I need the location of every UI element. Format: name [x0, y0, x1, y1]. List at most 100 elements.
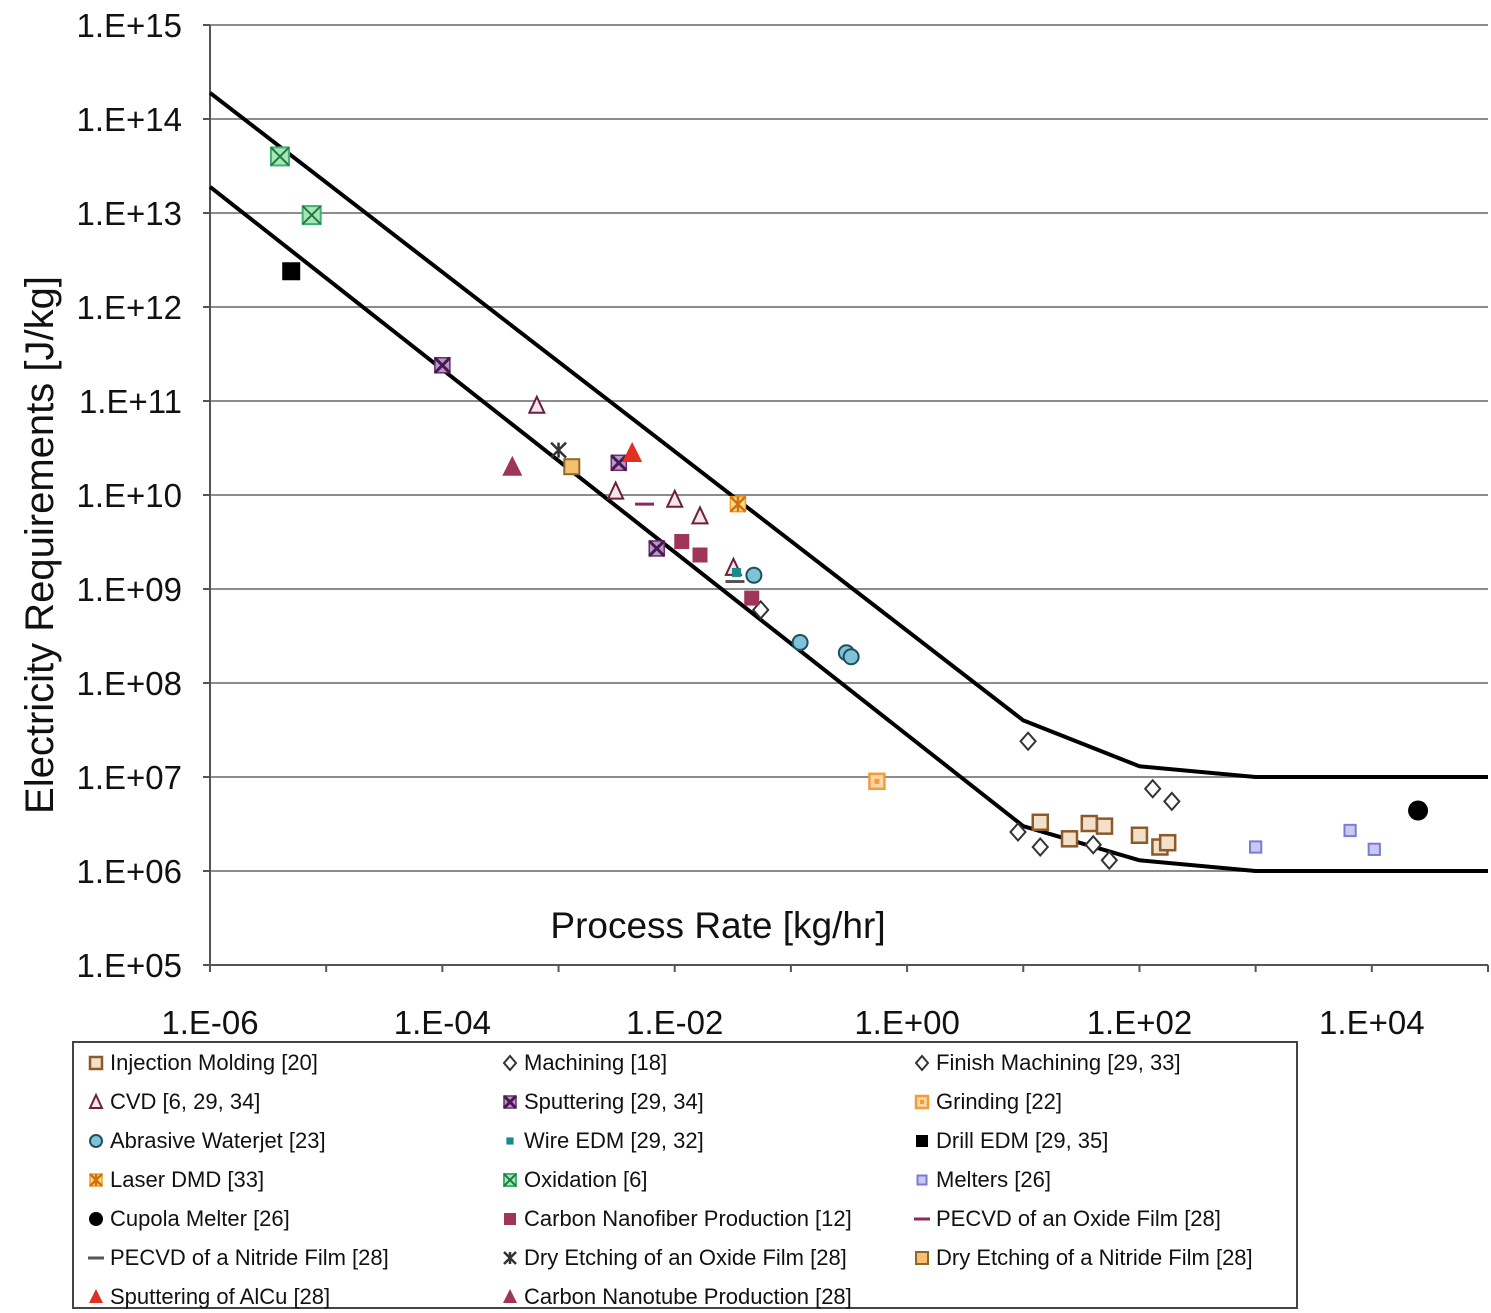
legend-marker — [89, 1212, 103, 1226]
legend-item: Drill EDM [29, 35] — [912, 1125, 1108, 1157]
legend-label: Drill EDM [29, 35] — [936, 1128, 1109, 1153]
legend-item: Wire EDM [29, 32] — [500, 1125, 704, 1157]
legend-item: Grinding [22] — [912, 1086, 1062, 1118]
y-tick-label: 1.E+08 — [76, 665, 182, 702]
legend-swatch — [503, 1251, 517, 1265]
x-tick-label: 1.E+04 — [1319, 1004, 1425, 1040]
data-point — [791, 633, 809, 651]
legend-swatch — [914, 1094, 930, 1110]
legend-label: Laser DMD [33] — [110, 1167, 265, 1192]
legend-item: Dry Etching of an Oxide Film [28] — [500, 1242, 847, 1274]
y-tick-label: 1.E+06 — [76, 853, 182, 890]
legend-label: CVD [6, 29, 34] — [110, 1089, 261, 1114]
legend-marker — [503, 1251, 517, 1265]
legend-item: Oxidation [6] — [500, 1164, 648, 1196]
data-point — [1080, 814, 1099, 833]
data-point — [1100, 850, 1119, 871]
y-tick-label: 1.E+11 — [79, 383, 182, 420]
legend-label: Machining [18] — [524, 1050, 668, 1075]
data-point — [690, 504, 710, 525]
legend-label: Grinding [22] — [936, 1089, 1062, 1114]
data-point — [1367, 842, 1381, 856]
legend-label: Carbon Nanotube Production [28] — [524, 1284, 852, 1309]
legend-marker — [88, 1092, 104, 1109]
data-point — [1408, 800, 1429, 821]
legend-item: Cupola Melter [26] — [86, 1203, 290, 1235]
legend-swatch — [503, 1289, 517, 1303]
legend-label: Sputtering [29, 34] — [524, 1089, 704, 1114]
data-point — [1031, 836, 1050, 858]
data-point — [842, 648, 860, 666]
x-tick-label: 1.E-02 — [626, 1004, 723, 1040]
lower-boundary-line — [208, 185, 1488, 873]
legend-swatch — [914, 1054, 930, 1072]
legend-label: Carbon Nanofiber Production [12] — [524, 1206, 852, 1231]
legend-marker — [914, 1217, 930, 1221]
legend-swatch — [502, 1094, 518, 1110]
data-point — [674, 534, 690, 550]
data-point — [606, 480, 625, 500]
legend-label: Dry Etching of an Oxide Film [28] — [524, 1245, 847, 1270]
data-point — [1084, 834, 1103, 855]
data-point — [550, 441, 567, 459]
data-point — [1095, 817, 1114, 835]
legend-marker — [914, 1054, 930, 1072]
legend-marker — [89, 1289, 103, 1303]
data-point — [527, 394, 546, 414]
data-points — [269, 146, 1429, 871]
legend-label: Sputtering of AlCu [28] — [110, 1284, 331, 1309]
legend-label: Finish Machining [29, 33] — [936, 1050, 1181, 1075]
legend-swatch — [506, 1137, 514, 1145]
legend-swatch — [916, 1135, 928, 1147]
legend-swatch — [89, 1134, 103, 1148]
legend-item: Sputtering of AlCu [28] — [86, 1281, 330, 1313]
y-tick-labels: 1.E+05 1.E+06 1.E+07 1.E+08 1.E+09 1.E+10 1.E+… — [76, 7, 182, 984]
legend-item: Finish Machining [29, 33] — [912, 1047, 1181, 1079]
legend-item: PECVD of a Nitride Film [28] — [86, 1242, 389, 1274]
upper-boundary-line — [208, 91, 1488, 779]
legend-label: Abrasive Waterjet [23] — [110, 1128, 326, 1153]
y-tick-label: 1.E+13 — [76, 195, 182, 232]
legend-label: PECVD of a Nitride Film [28] — [110, 1245, 389, 1270]
data-point — [744, 590, 760, 606]
data-point — [1060, 830, 1079, 848]
legend: Injection Molding [20] Machining [18] Fini… — [72, 1041, 1298, 1309]
x-tick-labels: 1.E-06 1.E-04 1.E-02 1.E+00 1.E+02 1.E+04 — [161, 1004, 1424, 1040]
data-point — [1249, 840, 1263, 854]
legend-swatch — [89, 1212, 103, 1226]
y-tick-label: 1.E+12 — [76, 289, 182, 326]
data-point — [1143, 778, 1162, 799]
data-point — [729, 495, 747, 513]
data-point — [563, 458, 581, 476]
data-point — [301, 205, 322, 226]
boundary-lines — [208, 91, 1488, 873]
data-point — [1158, 833, 1177, 852]
legend-swatch — [502, 1054, 518, 1072]
legend-swatch — [503, 1173, 517, 1187]
legend-swatch — [89, 1289, 103, 1303]
data-point — [610, 454, 628, 472]
legend-marker — [89, 1134, 103, 1148]
legend-marker — [502, 1094, 518, 1110]
legend-marker — [915, 1251, 929, 1265]
y-tick-label: 1.E+14 — [76, 101, 182, 138]
data-point — [1130, 826, 1149, 845]
legend-marker — [916, 1174, 928, 1186]
legend-swatch — [88, 1055, 104, 1071]
legend-item: Abrasive Waterjet [23] — [86, 1125, 326, 1157]
legend-item: Injection Molding [20] — [86, 1047, 318, 1079]
data-point — [648, 539, 666, 558]
data-point — [1019, 731, 1037, 752]
data-point — [502, 455, 523, 476]
legend-label: PECVD of an Oxide Film [28] — [936, 1206, 1221, 1231]
legend-marker — [914, 1094, 930, 1110]
data-point — [282, 262, 301, 281]
data-point — [1343, 823, 1357, 838]
data-point — [1009, 821, 1027, 843]
legend-label: Injection Molding [20] — [110, 1050, 318, 1075]
legend-marker — [88, 1055, 104, 1071]
data-point — [731, 567, 741, 577]
x-axis-title: Process Rate [kg/hr] — [550, 905, 885, 946]
data-point — [1163, 791, 1181, 812]
legend-item: Carbon Nanofiber Production [12] — [500, 1203, 852, 1235]
